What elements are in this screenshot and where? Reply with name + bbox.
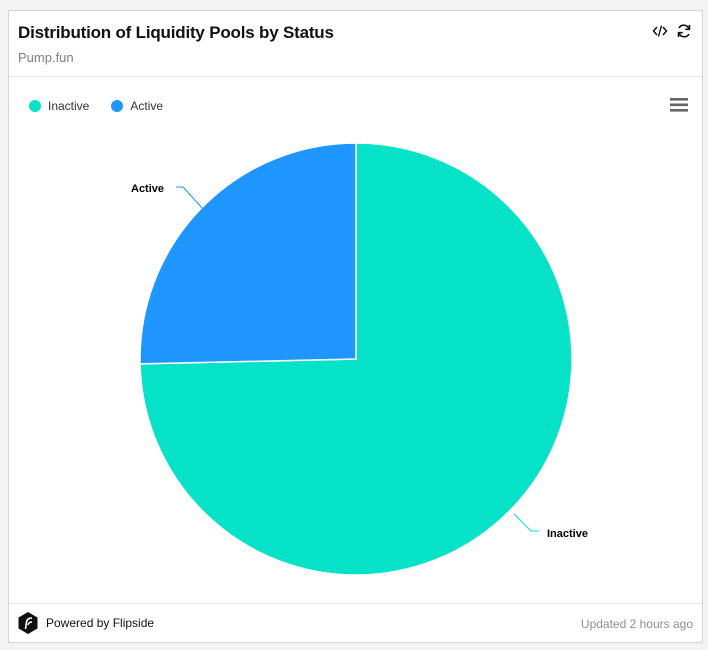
updated-timestamp: Updated 2 hours ago <box>580 617 693 631</box>
chart-legend: Inactive Active <box>29 99 163 113</box>
legend-dot-icon <box>29 100 41 112</box>
card-header: Distribution of Liquidity Pools by Statu… <box>9 11 702 77</box>
pie-slice-active[interactable] <box>139 142 357 365</box>
legend-item-inactive[interactable]: Inactive <box>29 99 89 113</box>
legend-dot-icon <box>111 100 124 112</box>
inactive-connector <box>513 513 539 532</box>
powered-by-text: Powered by Flipside <box>46 616 155 630</box>
active-connector <box>176 186 204 210</box>
chart-card: Distribution of Liquidity Pools by Statu… <box>8 10 703 643</box>
flipside-logo-icon <box>18 612 38 634</box>
refresh-icon[interactable] <box>676 23 692 39</box>
code-icon[interactable] <box>652 23 668 39</box>
powered-by-link[interactable]: Powered by Flipside <box>18 612 154 634</box>
card-footer: Powered by Flipside Updated 2 hours ago <box>9 603 702 642</box>
pie-chart: Active Inactive <box>131 142 588 576</box>
chart-title: Distribution of Liquidity Pools by Statu… <box>18 23 334 42</box>
chart-subtitle: Pump.fun <box>18 50 74 65</box>
hamburger-menu-icon[interactable] <box>670 98 688 112</box>
legend-label: Active <box>130 99 164 113</box>
legend-item-active[interactable]: Active <box>111 99 163 113</box>
legend-label: Inactive <box>48 99 90 113</box>
pie-label-inactive: Inactive <box>547 528 588 540</box>
pie-label-active: Active <box>131 183 164 195</box>
